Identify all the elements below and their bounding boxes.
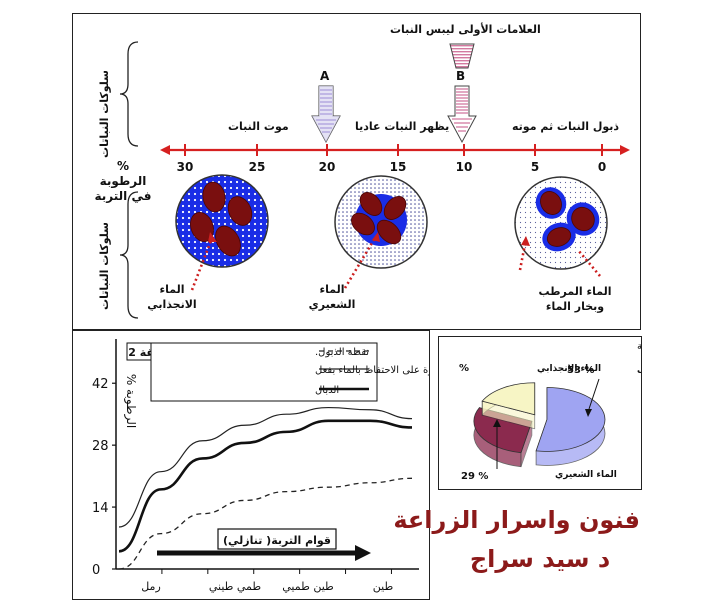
capillary-water-label: الماء الشعيري [308,283,356,311]
pie-value-label: % [459,363,469,374]
axis-tick-20: 20 [318,160,336,174]
series-line-thick [118,419,413,553]
pie-slice-label: الماء المرطب [637,366,641,376]
moisture-axis [160,144,630,156]
pointer-lines [190,232,601,291]
line-chart: 0 14 28 42 رمل طمي طيني طين طميي طين الرطوبة % ال… [92,339,429,593]
series-line-thin [118,406,413,528]
arrow-b-icon [447,85,477,144]
pie-pointer-head [585,409,592,417]
pie-value-label: 29 % [461,471,488,482]
axis-tick-15: 15 [389,160,407,174]
x-label-box [217,528,337,550]
x-axis-label: قوام التربة( تنازلي) [223,534,331,547]
legend-label: زيادة القدرة على الاحتفاظ بالماء بفعل [315,365,429,376]
pie-title: أنواع الماء داخل التربة [637,339,641,352]
pie-slice-label: الماء الشعيري [555,470,617,480]
x-category-label: طين طميي [282,580,334,593]
pie-slice [481,382,536,416]
plant-behavior-label-top: سلوكات النباتات [98,70,111,158]
brand-author: د سيد سراج [469,545,611,573]
axis-tick-25: 25 [248,160,266,174]
first-wilting-signs-label: العلامات الأولى ليبس النبات [390,23,541,36]
x-category-label: رمل [141,580,161,593]
gravity-water-label: الماء الانجذابي [147,283,197,311]
arrow-a-label: A [320,69,330,83]
soil-hygroscopic-water-diagram [514,176,608,270]
legend-label: نقطة الذبول. [315,347,369,358]
soil-gravity-water-diagram [175,174,269,268]
brand-title: فنون واسرار الزراعة [393,506,640,534]
pie-pointer [588,378,600,410]
pie-slice [535,387,606,452]
pie-slice-label: الماء الانجذابي [537,364,601,374]
stage-normal-label: يظهر النبات عاديا [355,120,450,133]
legend-label: الدبال [315,385,339,396]
y-tick-label: 14 [92,501,109,516]
pie-chart: أنواع الماء داخل التربة 53 % الماء المرطب%… [459,339,641,482]
x-label-arrow-head [355,545,371,561]
axis-tick-10: 10 [455,160,473,174]
hygroscopic-water-label: الماء المرطب وبخار الماء [538,285,612,313]
pie-value-label: 53 % [567,365,594,376]
axis-tick-5: 5 [530,160,540,174]
x-category-label: طين [373,580,394,593]
stage-wilt-label: ذبول النبات ثم موته [512,120,620,133]
axis-tick-0: 0 [597,160,607,174]
arrow-b-label: B [456,69,466,83]
brace-top [119,41,139,147]
y-axis-label: الرطوبة % [123,374,138,428]
soil-capillary-water-diagram [334,175,428,269]
x-category-label: طمي طيني [209,580,262,593]
y-tick-label: 28 [92,439,109,454]
top-panel [72,13,641,330]
plant-behavior-label-bottom: سلوكات النباتات [98,222,111,310]
arrow-b-trapezoid-icon [449,43,475,69]
stage-death-label: موت النبات [228,120,289,133]
arrow-a-icon [311,85,341,144]
y-tick-label: 0 [92,563,100,578]
brace-bottom [119,191,139,319]
axis-tick-30: 30 [176,160,194,174]
series-line-dashed [118,477,413,570]
y-tick-label: 42 [92,377,109,392]
pie-pointer-head [493,419,501,427]
legend-box [150,342,378,402]
